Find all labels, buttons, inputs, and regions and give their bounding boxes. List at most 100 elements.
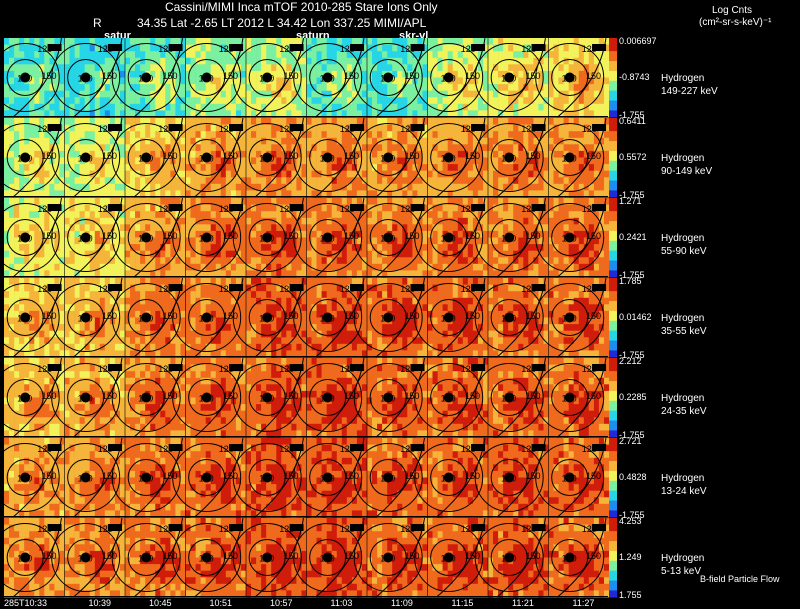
heatmap-cell [225,44,232,52]
heatmap-cell [513,198,519,205]
heatmap-cell [341,198,348,205]
heatmap-cell [276,263,282,271]
heatmap-cell [79,224,85,232]
contour-label: 180 [562,74,577,84]
heatmap-cell [9,137,15,145]
heatmap-cell [483,190,489,198]
heatmap-cell [9,211,15,219]
heatmap-cell [9,103,15,111]
heatmap-cell [377,211,383,219]
heatmap-cell [533,263,539,271]
heatmap-cell [457,190,464,198]
heatmap-cell [276,211,282,219]
heatmap-cell [301,70,307,78]
heatmap-cell [84,284,91,292]
heatmap-cell [568,170,575,178]
heatmap-cell [311,137,317,145]
heatmap-cell [407,118,413,125]
heatmap-cell [246,57,252,65]
heatmap-cell [29,343,35,351]
heatmap-cell [301,198,307,205]
heatmap-cell [190,38,196,45]
contour-ring [51,123,121,192]
heatmap-cell [316,70,322,78]
heatmap-cell [604,44,610,52]
heatmap-cell [483,270,489,278]
heatmap-cell [125,170,131,178]
heatmap-cell [14,51,20,59]
heatmap-cell [34,284,40,292]
contour-ring [232,203,302,272]
heatmap-cell [9,118,15,125]
heatmap-cell [382,110,388,118]
heatmap-cell [29,278,35,285]
heatmap-cell [593,183,600,191]
heatmap-cell [19,57,25,65]
heatmap-cell [296,270,302,278]
contour-ring [248,219,286,256]
heatmap-cell [109,337,116,345]
heatmap-cell [225,103,232,111]
heatmap-cell [604,263,610,271]
heatmap-cell [84,64,91,72]
heatmap-cell [185,263,191,271]
heatmap-cell [493,97,499,105]
heatmap-cell [59,110,65,118]
heatmap-cell [29,190,35,198]
heatmap-cell [261,38,267,45]
heatmap-cell [225,257,232,265]
heatmap-cell [276,44,282,52]
heatmap-cell [109,257,116,265]
heatmap-cell [538,51,544,59]
heatmap-cell [382,198,388,205]
heatmap-cell [271,97,277,105]
heatmap-cell [523,38,529,45]
heatmap-cell [301,170,307,178]
heatmap-cell [14,70,20,78]
heatmap-cell [39,257,45,265]
heatmap-cell [241,198,247,205]
heatmap-cell [34,38,40,45]
contour-ring [353,123,423,192]
heatmap-cell [99,350,106,358]
heatmap-cell [533,270,539,278]
heatmap-cell [462,57,469,65]
heatmap-cell [135,97,141,105]
heatmap-cell [225,118,232,125]
heatmap-cell [392,38,398,45]
heatmap-cell [165,270,171,278]
heatmap-cell [598,38,605,45]
heatmap-cell [74,284,80,292]
heatmap-cell [170,90,176,98]
heatmap-cell [104,257,111,265]
heatmap-cell [114,217,121,225]
heatmap-cell [356,217,363,225]
heatmap-cell [301,217,307,225]
heatmap-cell [104,284,111,292]
heatmap-cell [44,57,50,65]
heatmap-cell [130,190,136,198]
heatmap-cell [604,124,610,132]
heatmap-cell [346,244,353,252]
contour-label: 150 [223,231,238,241]
heatmap-cell [553,103,559,111]
heatmap-cell [457,97,464,105]
contour-ring [551,139,589,176]
heatmap-cell [573,183,580,191]
heatmap-cell [241,44,247,52]
heatmap-cell [261,137,267,145]
heatmap-cell [235,57,242,65]
heatmap-cell [79,103,85,111]
heatmap-cell [14,44,20,52]
heatmap-cell [155,177,161,185]
heatmap-cell [54,77,60,85]
heatmap-cell [271,177,277,185]
heatmap-cell [543,224,549,232]
heatmap-cell [89,270,96,278]
heatmap-cell [351,57,358,65]
heatmap-cell [109,190,116,198]
heatmap-cell [135,211,141,219]
heatmap-cell [493,84,499,92]
heatmap-cell [543,204,549,212]
